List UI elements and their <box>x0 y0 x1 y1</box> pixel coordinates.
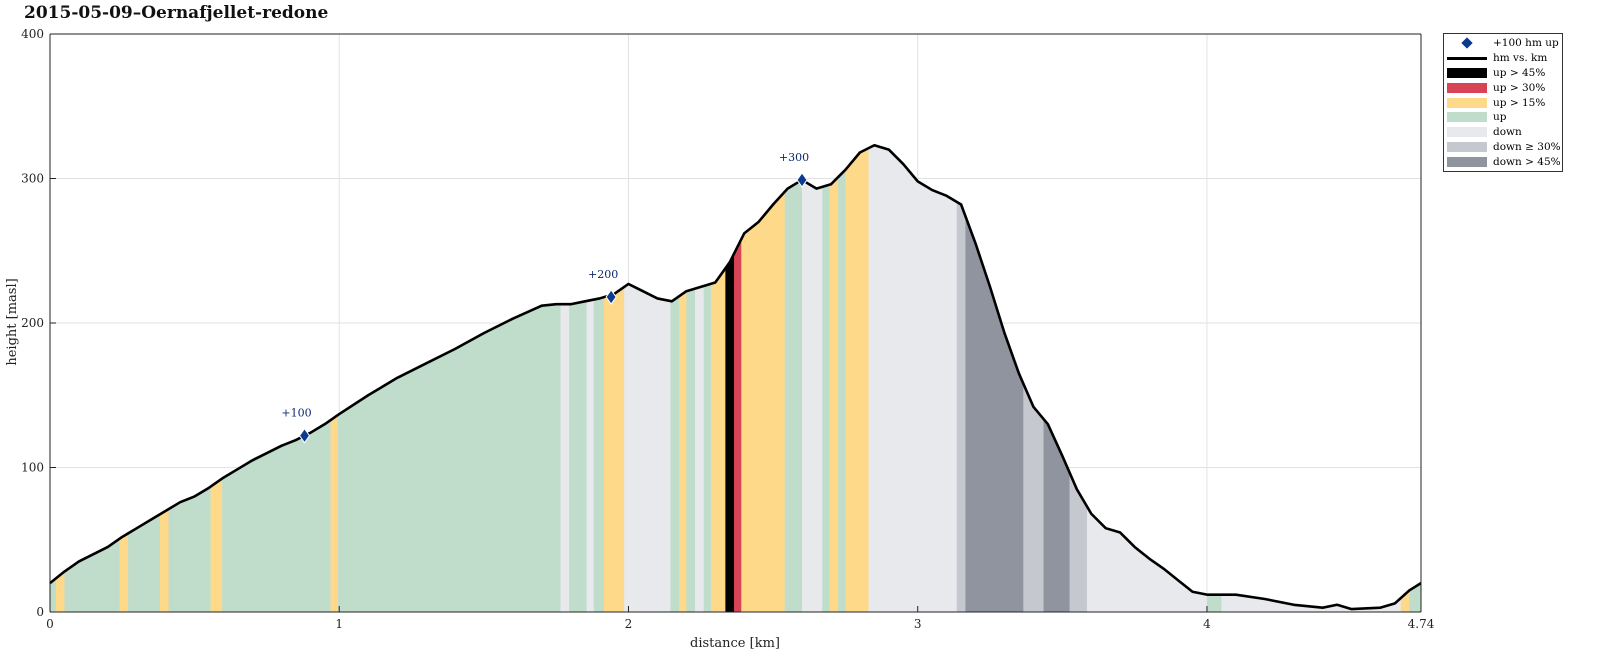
segment-up <box>838 145 846 612</box>
marker-diamond-icon <box>298 427 311 444</box>
segment-down <box>560 145 570 612</box>
legend-item: up > 45% <box>1444 66 1562 81</box>
color-swatch <box>1447 112 1487 123</box>
segment-up <box>569 145 587 612</box>
x-tick-label: 2 <box>625 617 633 631</box>
chart-legend: +100 hm up hm vs. km up > 45% up > 30% up > … <box>1443 33 1563 173</box>
legend-item: down ≥ 30% <box>1444 140 1562 155</box>
marker-label: +200 <box>588 268 618 281</box>
profile-line <box>49 143 1422 611</box>
x-tick-label: 3 <box>914 617 922 631</box>
segment-up-15 <box>603 145 625 612</box>
legend-item: down <box>1444 125 1562 140</box>
legend-label: up > 45% <box>1493 66 1546 79</box>
segment-up-15 <box>741 145 786 612</box>
segment-up <box>822 145 830 612</box>
legend-label: down ≥ 30% <box>1493 140 1561 153</box>
axes: 0 1 2 3 4 4.74 0 100 200 300 400 <box>21 27 1435 631</box>
legend-item: hm vs. km <box>1444 51 1562 66</box>
legend-label: down > 45% <box>1493 155 1561 168</box>
y-tick-label: 200 <box>21 316 44 330</box>
marker-diamond-icon <box>605 289 617 305</box>
segment-up-30 <box>734 145 742 612</box>
legend-label: hm vs. km <box>1493 52 1548 65</box>
legend-item: +100 hm up <box>1444 36 1562 51</box>
legend-item: up <box>1444 110 1562 125</box>
segment-up <box>784 145 803 612</box>
segment-down <box>802 145 823 612</box>
marker-label: +300 <box>779 151 809 164</box>
color-swatch <box>1447 141 1487 152</box>
marker-label: +100 <box>281 407 311 420</box>
segment-up <box>670 145 680 612</box>
color-swatch <box>1447 156 1487 167</box>
legend-label: down <box>1493 126 1522 139</box>
diamond-icon <box>1447 36 1487 50</box>
segment-up <box>686 145 696 612</box>
marker-group: +100 +200 +300 <box>281 151 809 444</box>
legend-label: +100 hm up <box>1493 37 1559 50</box>
segment-up-15 <box>829 145 839 612</box>
segment-up <box>593 145 605 612</box>
segment-up-15 <box>845 145 869 612</box>
legend-item: up > 30% <box>1444 80 1562 95</box>
legend-label: up > 15% <box>1493 96 1546 109</box>
x-tick-label: 4.74 <box>1408 617 1435 631</box>
segment-down-30 <box>956 145 966 612</box>
segment-down <box>586 145 595 612</box>
x-tick-label: 0 <box>46 617 54 631</box>
x-tick-label: 1 <box>335 617 343 631</box>
segment-down <box>695 145 705 612</box>
segment-down <box>868 145 958 612</box>
color-swatch <box>1447 82 1487 93</box>
y-axis-label: height [masl] <box>5 278 20 365</box>
legend-label: up <box>1493 111 1507 124</box>
marker-diamond-icon <box>796 172 808 188</box>
line-swatch <box>1447 56 1487 60</box>
segment-up-15 <box>679 145 687 612</box>
legend-item: up > 15% <box>1444 95 1562 110</box>
y-tick-label: 100 <box>21 461 44 475</box>
color-swatch <box>1447 67 1487 78</box>
x-axis-label: distance [km] <box>690 636 780 651</box>
legend-label: up > 30% <box>1493 81 1546 94</box>
y-tick-label: 400 <box>21 27 44 41</box>
segment-up <box>703 145 712 612</box>
chart-title: 2015-05-09–Oernafjellet-redone <box>24 3 329 23</box>
legend-item: down > 45% <box>1444 154 1562 169</box>
segment-up-15 <box>710 145 726 612</box>
color-swatch <box>1447 127 1487 138</box>
y-tick-label: 0 <box>36 605 44 619</box>
y-tick-label: 300 <box>21 172 44 186</box>
color-swatch <box>1447 97 1487 108</box>
segment-up-45 <box>725 145 735 612</box>
x-tick-label: 4 <box>1203 617 1211 631</box>
segment-down <box>624 145 671 612</box>
